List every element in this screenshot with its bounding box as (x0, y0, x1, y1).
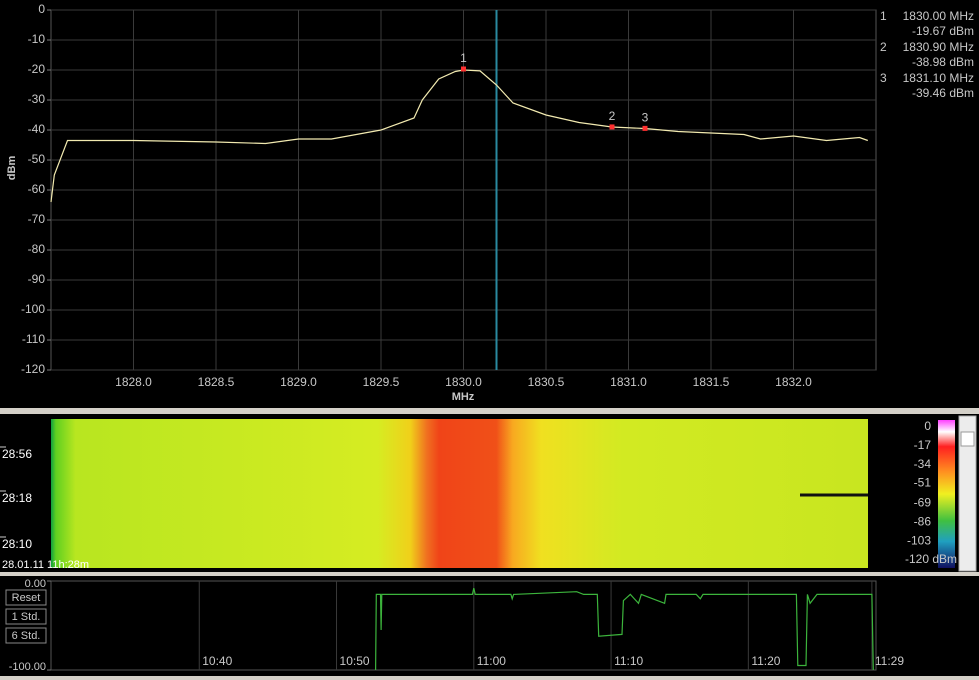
marker (642, 125, 648, 131)
x-tick-label: 1831.0 (610, 375, 647, 389)
x-tick-label: 1828.0 (115, 375, 152, 389)
colorbar-label: -51 (914, 476, 932, 490)
marker (461, 66, 466, 72)
waterfall-image (51, 419, 868, 568)
readout-frequency: 1830.00 MHz (903, 9, 974, 23)
x-axis-label: MHz (452, 391, 475, 403)
timestamp: 28.01.11 11h:28m (2, 559, 89, 571)
readout-level: -19.67 dBm (912, 24, 974, 38)
x-tick-label: 1831.5 (693, 375, 730, 389)
y-tick-label: -70 (28, 212, 46, 226)
y-tick-label: -110 (22, 332, 45, 346)
scrollbar-thumb[interactable] (960, 431, 975, 447)
time-label: 28:10 (2, 537, 32, 551)
y-tick-label: 0 (38, 2, 45, 16)
y-tick-label: -50 (28, 152, 46, 166)
y-tick-label: -40 (28, 122, 46, 136)
x-tick-label: 1830.0 (445, 375, 482, 389)
button[interactable] (5, 589, 47, 606)
readout-index: 1 (880, 9, 887, 23)
colorbar-label: -120 dBm (905, 552, 957, 566)
y-tick-label: -60 (28, 182, 46, 196)
x-tick-label: 11:29 (875, 654, 904, 668)
time-label: 28:18 (2, 491, 32, 505)
marker (609, 124, 615, 130)
y-tick-label: -100 (21, 302, 45, 316)
x-tick-label: 1832.0 (775, 375, 812, 389)
x-tick-label: 1830.5 (528, 375, 565, 389)
y-tick-label: -10 (28, 32, 46, 46)
marker-label: 3 (642, 111, 649, 125)
y-tick-label: -20 (28, 62, 46, 76)
colorbar-label: -86 (914, 514, 932, 528)
button-label[interactable]: Reset (12, 592, 41, 604)
y-tick-label: -100.00 (9, 661, 46, 673)
x-tick-label: 1828.5 (198, 375, 235, 389)
y-tick-label: 0.00 (25, 578, 46, 590)
readout-frequency: 1831.10 MHz (903, 71, 974, 85)
spectrum-panel (0, 0, 979, 408)
y-tick-label: -120 (21, 362, 45, 376)
colorbar-label: -17 (914, 438, 932, 452)
x-tick-label: 10:40 (202, 654, 232, 668)
y-tick-label: -30 (28, 92, 46, 106)
colorbar-label: 0 (924, 419, 931, 433)
x-tick-label: 10:50 (340, 654, 370, 668)
marker-label: 1 (460, 51, 467, 65)
colorbar-label: -34 (914, 457, 932, 471)
button[interactable] (5, 627, 47, 644)
trace (375, 587, 874, 671)
colorbar-label: -69 (914, 496, 932, 510)
x-tick-label: 11:00 (477, 654, 506, 668)
colorbar-label: -103 (907, 533, 931, 547)
history-frame (50, 580, 877, 671)
readout-frequency: 1830.90 MHz (903, 40, 974, 54)
readout-index: 3 (880, 71, 887, 85)
y-axis-label: dBm (6, 156, 18, 181)
marker-label: 2 (609, 109, 616, 123)
trace (50, 69, 869, 203)
time-label: 28:56 (2, 447, 32, 461)
readout-level: -38.98 dBm (912, 55, 974, 69)
x-tick-label: 1829.0 (280, 375, 317, 389)
y-tick-label: -80 (28, 242, 46, 256)
x-tick-label: 11:10 (614, 654, 643, 668)
colorbar (938, 420, 955, 568)
history-panel (0, 576, 979, 676)
button-label[interactable]: 6 Std. (12, 630, 41, 642)
readout-level: -39.46 dBm (912, 86, 974, 100)
button-label[interactable]: 1 Std. (12, 611, 41, 623)
scrollbar[interactable] (958, 415, 977, 572)
readout-index: 2 (880, 40, 887, 54)
x-tick-label: 11:20 (751, 654, 780, 668)
button[interactable] (5, 608, 47, 625)
x-tick-label: 1829.5 (363, 375, 400, 389)
y-tick-label: -90 (28, 272, 46, 286)
